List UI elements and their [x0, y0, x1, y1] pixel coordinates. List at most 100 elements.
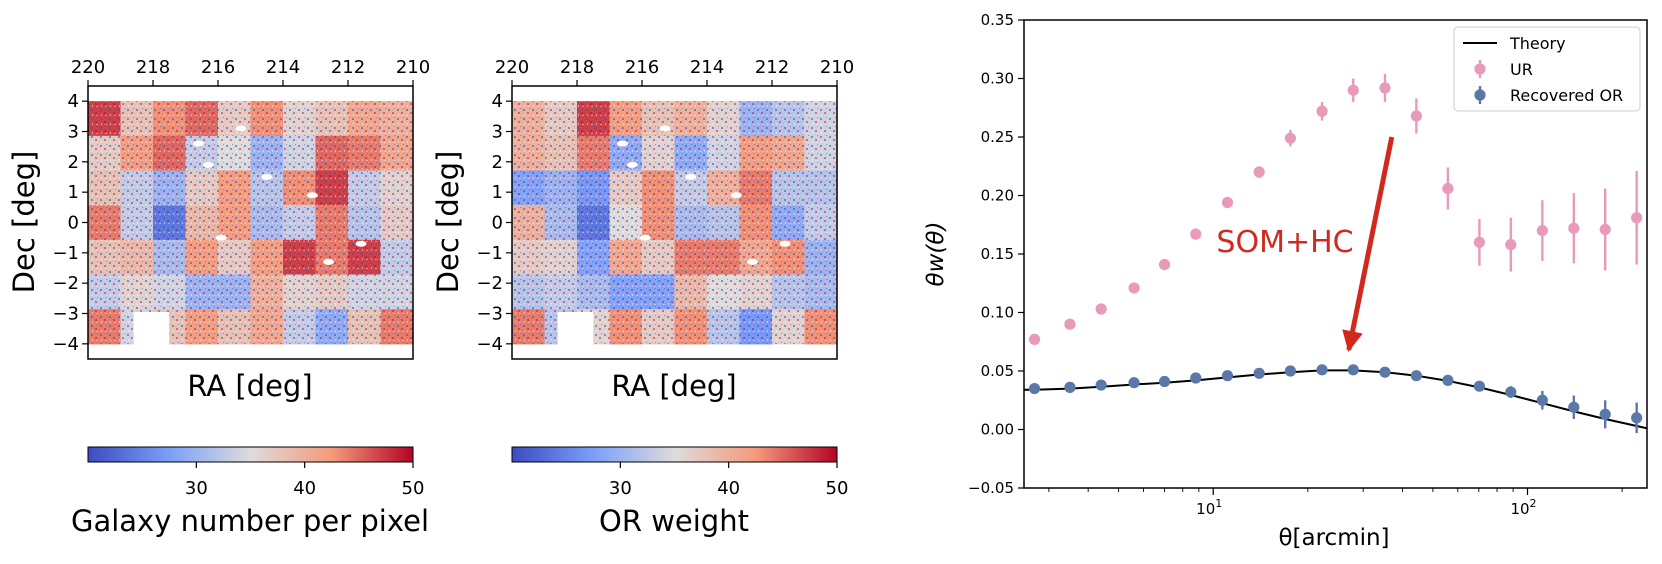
data-point	[1190, 228, 1202, 240]
data-point	[1347, 364, 1359, 376]
x-tick-label: 218	[136, 57, 170, 78]
y-tick-label: 0.25	[981, 128, 1014, 146]
masked-region	[626, 161, 638, 168]
colorbar-tick-label: 30	[609, 478, 632, 499]
data-point	[1536, 394, 1548, 406]
data-point	[1631, 212, 1643, 224]
masked-region	[747, 258, 758, 265]
masked-region	[133, 311, 170, 358]
legend: Theory UR Recovered OR	[1453, 26, 1641, 112]
x-tick-label: 214	[266, 57, 300, 78]
x-tick-label: 210	[396, 57, 430, 78]
y-tick-label: 0.30	[981, 70, 1014, 88]
legend-swatch	[1474, 63, 1486, 75]
y-tick-label: 4	[492, 91, 503, 112]
data-point	[1316, 364, 1328, 376]
legend-label: Theory	[1509, 34, 1566, 53]
plot3-ylabel: θw(θ)	[923, 222, 949, 287]
theory-line	[1024, 369, 1648, 430]
y-tick-label: 0.10	[981, 304, 1014, 322]
data-point	[1631, 412, 1643, 424]
masked-region	[323, 258, 334, 265]
y-tick-label: −3	[476, 304, 503, 325]
data-point	[1473, 236, 1486, 248]
map1-ylabel: Dec [deg]	[7, 151, 41, 294]
x-tick-label: 220	[495, 57, 529, 78]
data-point	[1095, 379, 1107, 391]
y-tick-label: 3	[68, 122, 79, 143]
x-tick-label: 216	[201, 57, 235, 78]
y-tick-label: 0.15	[981, 245, 1014, 263]
map2-colorbar: 30 40 50	[511, 446, 849, 499]
map2-colorbar-label: OR weight	[599, 504, 749, 538]
data-point	[1221, 196, 1234, 209]
legend-label: Recovered OR	[1510, 86, 1623, 105]
y-tick-label: 2	[68, 152, 79, 173]
y-tick-label: −4	[52, 334, 79, 355]
data-point	[1410, 370, 1422, 382]
y-tick-label: −4	[476, 334, 503, 355]
y-tick-label: 0	[68, 213, 79, 234]
map1-colorbar-label: Galaxy number per pixel	[71, 504, 429, 538]
y-tick-label: 0	[492, 213, 503, 234]
plot3-xlabel: θ[arcmin]	[1278, 525, 1389, 551]
data-point	[1253, 166, 1265, 178]
map2-xlabel: RA [deg]	[611, 369, 736, 403]
y-tick-label: 2	[492, 152, 503, 173]
data-point	[1284, 132, 1296, 144]
masked-region	[235, 125, 247, 132]
legend-label: UR	[1510, 60, 1533, 79]
x-tick-label: 214	[690, 57, 724, 78]
data-point	[1064, 381, 1076, 393]
y-tick-label: 0.20	[981, 187, 1014, 205]
map2-ylabel: Dec [deg]	[431, 151, 465, 294]
data-point	[1568, 401, 1580, 413]
y-tick-label: −1	[52, 243, 79, 264]
data-point	[1128, 377, 1140, 389]
masked-region	[617, 140, 628, 147]
colorbar-tick-label: 50	[826, 478, 849, 499]
masked-region	[202, 161, 214, 168]
correlation-plot: −0.05 0.00 0.05 0.10 0.15 0.20 0.25 0.30 0.35 10…	[923, 11, 1648, 551]
masked-region	[193, 140, 204, 147]
masked-region	[306, 192, 318, 199]
masked-region	[557, 311, 594, 358]
y-tick-label: −1	[476, 243, 503, 264]
data-point	[1379, 366, 1391, 378]
data-point	[1568, 222, 1580, 234]
masked-region	[659, 125, 671, 132]
som-hc-arrow	[1342, 136, 1395, 352]
y-tick-label: −0.05	[968, 479, 1014, 497]
y-tick-label: 4	[68, 91, 79, 112]
data-point	[1442, 374, 1454, 386]
data-point	[1599, 223, 1611, 236]
data-point	[1316, 105, 1328, 117]
data-point	[1536, 225, 1548, 237]
data-point	[1158, 375, 1171, 388]
y-tick-label: −2	[52, 273, 79, 294]
y-tick-label: −2	[476, 273, 503, 294]
x-tick-label: 220	[71, 57, 105, 78]
data-point	[1028, 333, 1041, 346]
y-tick-label: 3	[492, 122, 503, 143]
masked-region	[355, 240, 367, 247]
x-tick-label: 101	[1196, 497, 1222, 518]
masked-region	[215, 234, 227, 241]
map1-xlabel: RA [deg]	[187, 369, 312, 403]
data-point	[1284, 365, 1296, 377]
y-tick-label: 0.05	[981, 362, 1014, 380]
masked-region	[779, 240, 791, 247]
colorbar-tick-label: 40	[293, 478, 316, 499]
y-tick-label: −3	[52, 304, 79, 325]
masked-region	[261, 174, 273, 180]
data-point	[1158, 258, 1171, 271]
data-point	[1379, 82, 1391, 94]
data-point	[1347, 84, 1359, 96]
colorbar-tick-label: 50	[402, 478, 425, 499]
x-tick-label: 216	[625, 57, 659, 78]
x-tick-label: 212	[331, 57, 365, 78]
data-point	[1221, 370, 1234, 382]
data-point	[1253, 367, 1265, 379]
